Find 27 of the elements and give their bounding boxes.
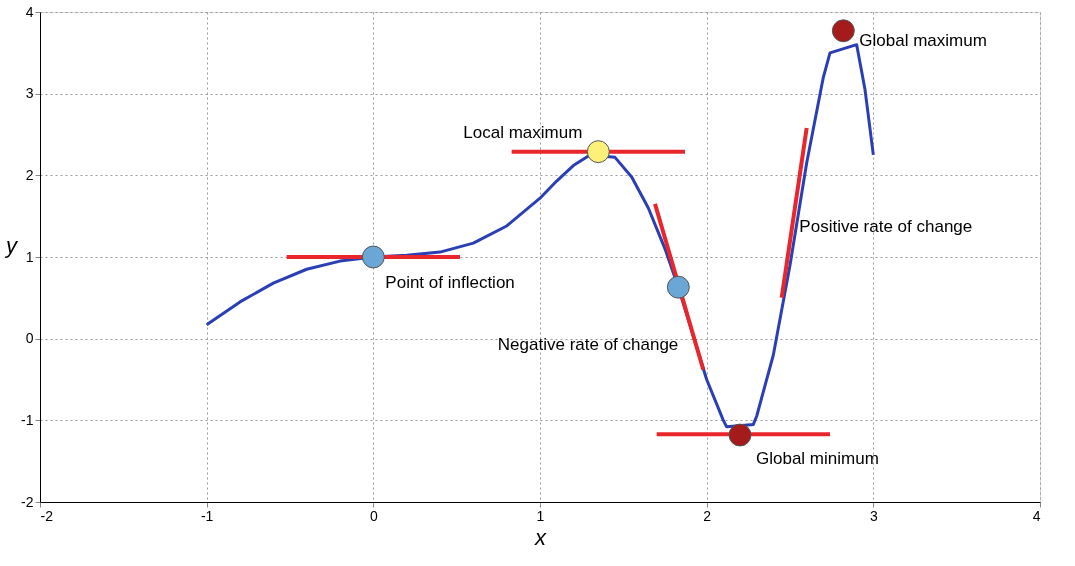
y-tick-label: 0 xyxy=(25,330,34,347)
y-tick-label: -2 xyxy=(21,493,34,510)
x-axis-title: x xyxy=(534,524,547,550)
x-tick-label: 1 xyxy=(536,507,545,524)
y-tick-label: 3 xyxy=(25,85,34,102)
point xyxy=(666,275,690,299)
annotation: Point of inflection xyxy=(385,273,515,292)
point xyxy=(831,19,855,43)
y-tick-label: 4 xyxy=(25,3,34,20)
y-tick-label: 2 xyxy=(25,166,34,183)
y-tick-label: -1 xyxy=(21,411,34,428)
y-axis-title: y xyxy=(4,232,20,258)
point xyxy=(728,423,752,447)
x-tick-label: 2 xyxy=(703,507,712,524)
x-tick-label: -1 xyxy=(200,507,214,524)
annotation: Positive rate of change xyxy=(799,216,973,236)
annotation: Global maximum xyxy=(859,30,987,50)
x-tick-label: 3 xyxy=(869,507,878,524)
annotation: Local maximum xyxy=(463,122,583,142)
point xyxy=(586,140,610,164)
annotation: Global minimum xyxy=(756,449,879,469)
annotation: Negative rate of change xyxy=(497,335,679,355)
point xyxy=(361,245,385,269)
x-tick-label: 4 xyxy=(1032,507,1041,524)
x-tick-label: -2 xyxy=(40,507,54,524)
y-tick-label: 1 xyxy=(25,248,34,265)
x-tick-label: 0 xyxy=(369,507,378,524)
